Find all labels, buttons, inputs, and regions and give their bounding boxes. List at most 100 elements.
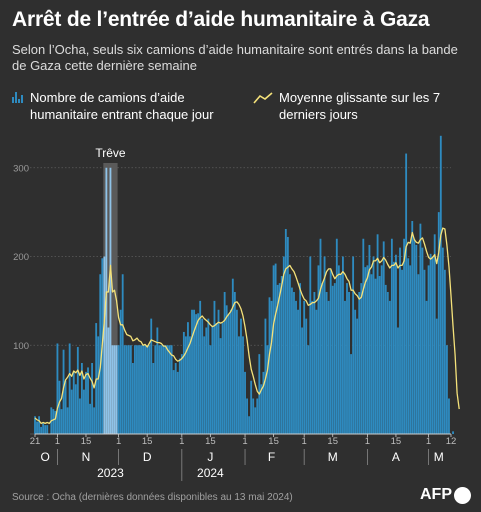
- bar: [425, 300, 428, 434]
- month-label: N: [82, 450, 91, 464]
- legend-line-label: Moyenne glissante sur les 7 derniers jou…: [279, 90, 441, 122]
- bar: [384, 284, 387, 434]
- bar: [305, 318, 308, 434]
- bar: [199, 300, 202, 434]
- bar: [419, 223, 422, 434]
- bar: [123, 345, 126, 434]
- month-label: M: [328, 450, 338, 464]
- bar: [301, 327, 304, 434]
- legend-line-swatch-icon: [253, 92, 273, 104]
- bar: [260, 384, 263, 434]
- bar: [370, 274, 373, 434]
- x-tick-label: 1: [365, 436, 370, 447]
- bar: [333, 283, 336, 434]
- afp-logo-text: AFP: [420, 486, 452, 503]
- bar: [201, 318, 204, 434]
- bar: [238, 336, 240, 434]
- bar: [284, 228, 287, 434]
- bar: [299, 283, 302, 434]
- bar: [431, 256, 434, 434]
- bar: [46, 425, 49, 434]
- bar: [225, 305, 228, 434]
- bar: [111, 345, 114, 434]
- x-tick-label: 12: [446, 436, 457, 447]
- bar: [409, 265, 412, 434]
- x-tick-label: 15: [205, 436, 216, 447]
- bar: [297, 309, 299, 434]
- bar: [164, 345, 167, 434]
- bar: [184, 336, 187, 434]
- bar: [140, 345, 142, 434]
- bar: [317, 265, 320, 434]
- bar: [72, 371, 75, 434]
- x-tick-label: 1: [179, 436, 184, 447]
- month-label: M: [434, 450, 444, 464]
- bar: [121, 274, 124, 434]
- bar: [233, 292, 236, 434]
- bar: [437, 212, 440, 434]
- bar: [113, 345, 116, 434]
- bar: [70, 389, 73, 434]
- bar: [144, 345, 147, 434]
- bar: [170, 345, 173, 434]
- y-tick-label: 100: [13, 341, 29, 352]
- bar: [150, 318, 153, 434]
- bar: [268, 297, 271, 434]
- bar: [350, 354, 352, 434]
- bar: [311, 300, 314, 434]
- bar: [207, 318, 210, 434]
- bar: [191, 309, 193, 434]
- bar: [52, 409, 55, 434]
- bar: [182, 331, 185, 434]
- bar: [54, 410, 57, 434]
- x-tick-label: 1: [426, 436, 431, 447]
- bar: [158, 345, 161, 434]
- month-label: A: [392, 450, 400, 464]
- bar: [146, 345, 149, 434]
- bar: [327, 300, 330, 434]
- bar: [62, 349, 65, 434]
- bar: [115, 345, 118, 434]
- bar: [66, 407, 69, 434]
- bar: [42, 423, 45, 434]
- bar: [244, 371, 246, 434]
- bar: [195, 314, 198, 434]
- year-label: 2024: [197, 466, 224, 480]
- bar: [417, 274, 420, 434]
- bar: [107, 327, 110, 434]
- bar: [154, 345, 157, 434]
- x-tick-label: 1: [55, 436, 60, 447]
- x-tick-label: 21: [30, 436, 41, 447]
- bar: [427, 265, 430, 434]
- page-subtitle: Selon l’Ocha, seuls six camions d’aide h…: [12, 42, 458, 73]
- bar: [307, 345, 310, 434]
- bar: [76, 347, 79, 434]
- bar: [382, 241, 385, 434]
- bar: [160, 345, 163, 434]
- bar: [354, 309, 357, 434]
- bar: [176, 371, 179, 434]
- bar: [254, 407, 257, 434]
- moving-average-line: [34, 227, 460, 425]
- y-tick-label: 300: [13, 163, 29, 174]
- bar: [227, 314, 230, 434]
- bar: [78, 398, 81, 434]
- bar: [168, 345, 171, 434]
- bar: [211, 325, 214, 434]
- bar: [131, 363, 134, 434]
- bar: [337, 265, 340, 434]
- bar: [395, 254, 397, 434]
- bar: [321, 283, 324, 434]
- bar: [364, 267, 367, 434]
- bar: [388, 300, 391, 434]
- bar: [366, 265, 369, 434]
- bar: [99, 274, 102, 434]
- bar: [276, 284, 279, 434]
- x-tick-label: 15: [391, 436, 402, 447]
- bar: [80, 363, 83, 434]
- bar: [91, 363, 94, 434]
- bar: [358, 292, 361, 434]
- bar: [329, 269, 332, 434]
- bar: [309, 256, 312, 434]
- bar: [166, 345, 169, 434]
